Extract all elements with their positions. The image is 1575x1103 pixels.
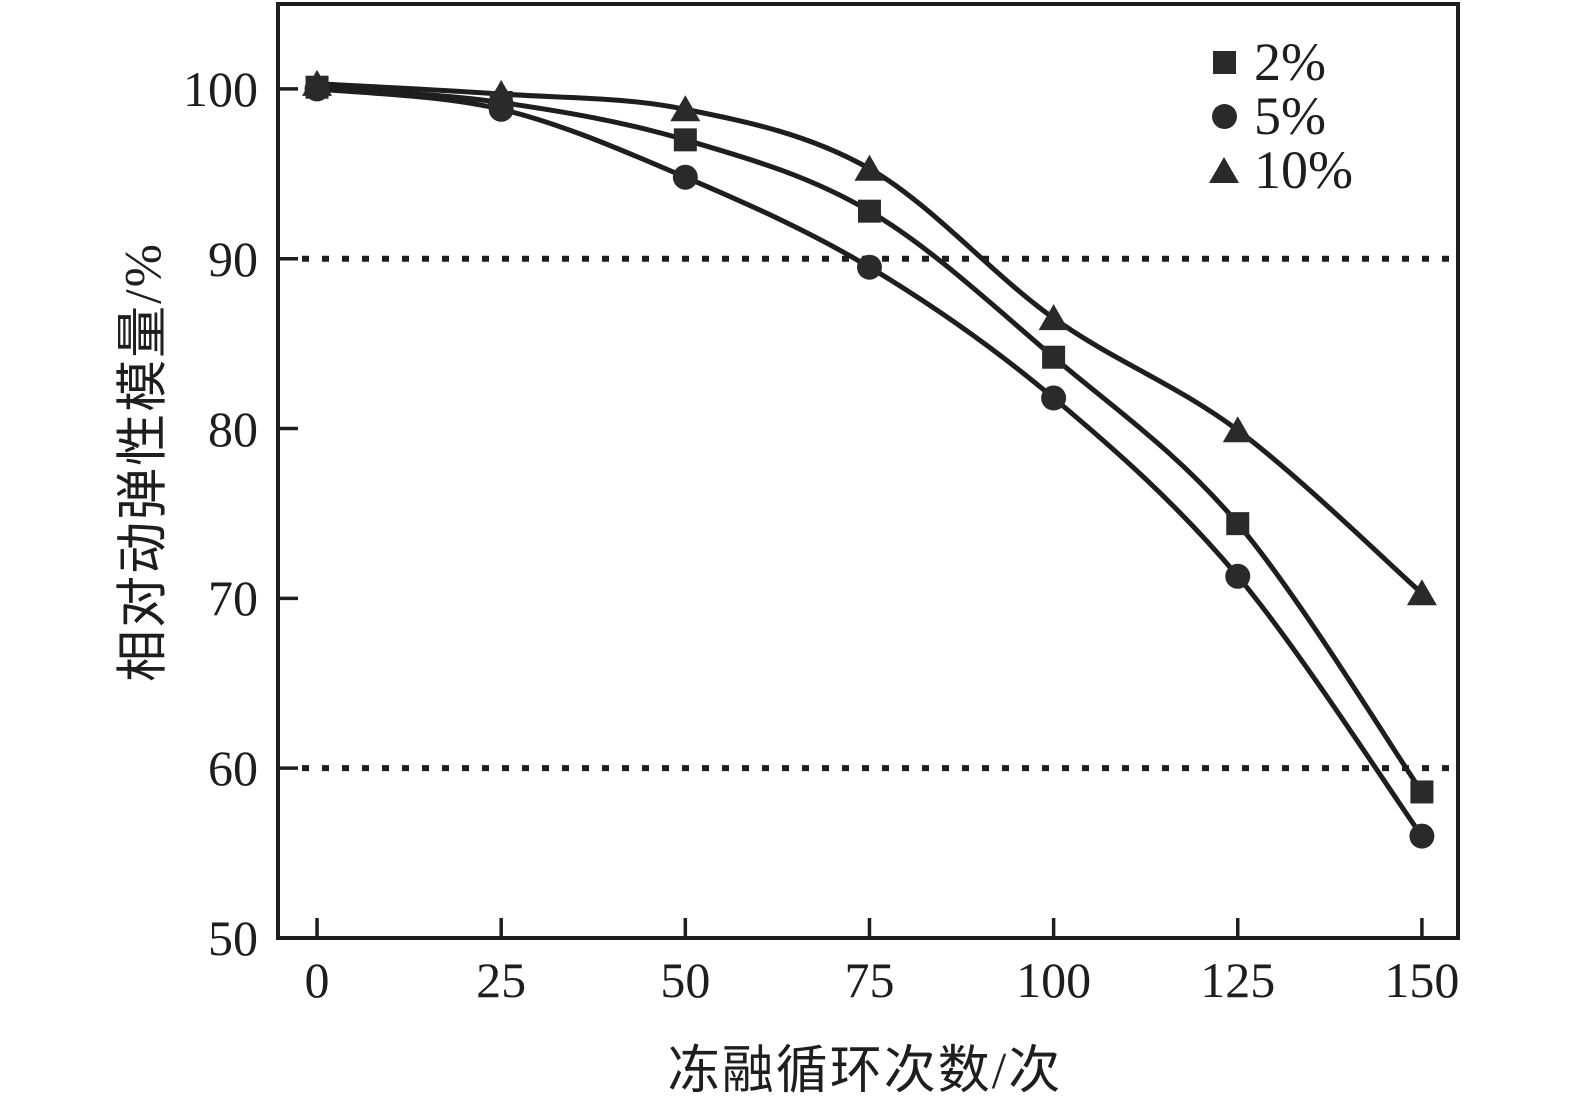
- data-point-triangle: [1038, 304, 1069, 331]
- y-tick-label: 60: [208, 740, 258, 797]
- x-tick-label: 150: [1384, 952, 1460, 1008]
- legend-row-10pct: 10%: [1206, 143, 1353, 197]
- data-point-circle: [672, 164, 698, 190]
- legend-row-5pct: 5%: [1206, 89, 1353, 143]
- x-axis-title: 冻融循环次数/次: [667, 1043, 1063, 1100]
- data-point-circle: [1409, 823, 1435, 849]
- data-point-triangle: [1406, 579, 1437, 606]
- data-point-square: [857, 199, 881, 223]
- legend-row-2pct: 2%: [1206, 35, 1353, 89]
- data-point-square: [673, 128, 697, 152]
- y-tick-label: 90: [208, 230, 258, 287]
- square-marker-icon: [1212, 50, 1236, 74]
- data-point-circle: [856, 254, 882, 280]
- x-tick-label: 75: [844, 952, 895, 1008]
- data-point-triangle: [486, 80, 517, 107]
- x-tick-label: 0: [304, 952, 330, 1008]
- y-tick-label: 70: [208, 570, 258, 627]
- data-point-square: [1410, 780, 1434, 804]
- data-point-triangle: [854, 154, 885, 181]
- data-point-circle: [1041, 385, 1067, 411]
- legend-label-10pct: 10%: [1254, 140, 1353, 200]
- legend: 2% 5% 10%: [1206, 35, 1353, 197]
- y-tick-label: 100: [183, 60, 258, 117]
- legend-label-2pct: 2%: [1254, 32, 1326, 92]
- x-tick-label: 25: [476, 952, 527, 1008]
- data-point-circle: [1225, 563, 1251, 589]
- circle-marker-icon: [1211, 103, 1237, 129]
- triangle-marker-icon: [1209, 157, 1239, 183]
- legend-label-5pct: 5%: [1254, 86, 1326, 146]
- x-tick-label: 125: [1200, 952, 1276, 1008]
- data-point-square: [1226, 512, 1250, 536]
- x-tick-label: 50: [660, 952, 711, 1008]
- data-point-triangle: [670, 95, 701, 122]
- y-tick-label: 80: [208, 400, 258, 457]
- data-point-square: [1042, 345, 1066, 369]
- x-tick-label: 100: [1016, 952, 1092, 1008]
- y-tick-label: 50: [208, 910, 258, 966]
- data-point-triangle: [1222, 416, 1253, 443]
- data-point-triangle: [302, 69, 333, 96]
